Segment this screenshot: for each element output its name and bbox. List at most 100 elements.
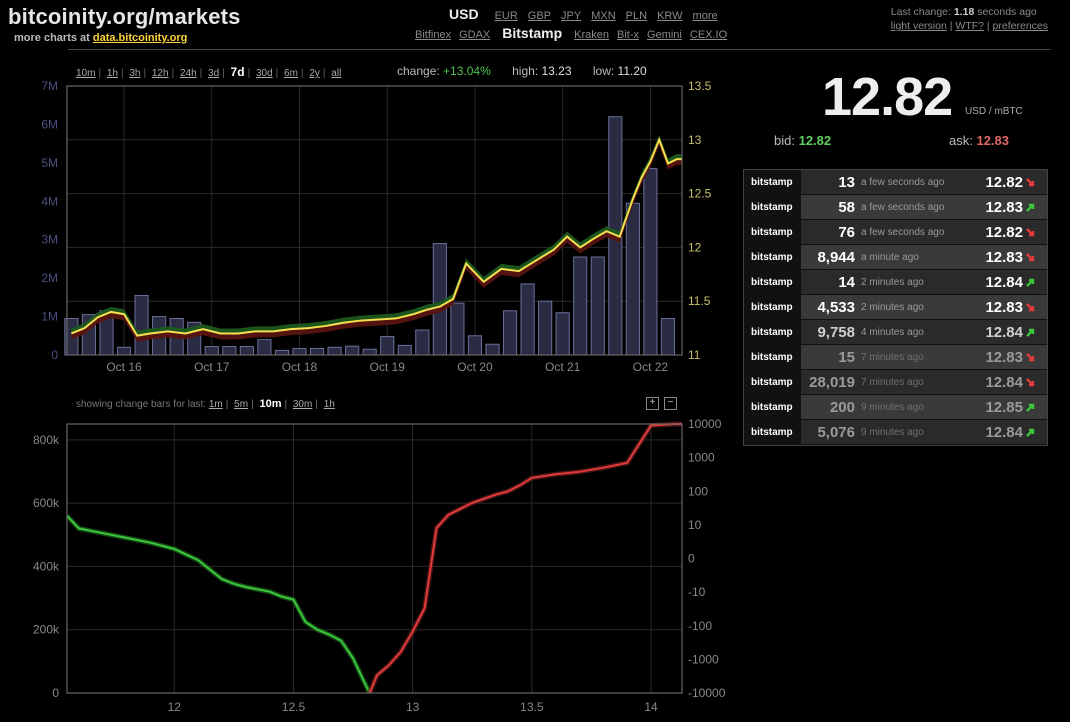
range-all[interactable]: all	[331, 68, 342, 79]
changebar-1m[interactable]: 1m	[208, 399, 223, 410]
range-30d[interactable]: 30d	[255, 68, 273, 79]
depth-left-tick-label: 200k	[33, 623, 60, 637]
currency-active-usd[interactable]: USD	[449, 6, 479, 22]
zoom-in-button[interactable]: +	[646, 397, 659, 410]
status-box: Last change: 1.18 seconds ago light vers…	[891, 6, 1048, 32]
depth-x-tick-label: 14	[644, 700, 658, 714]
change-bars-selector: showing change bars for last: 1m | 5m | 10…	[76, 398, 335, 410]
exchange-gdax[interactable]: GDAX	[459, 29, 491, 41]
trade-amount: 13	[838, 173, 855, 191]
currency-pln[interactable]: PLN	[625, 10, 648, 22]
arrow-down-icon	[1025, 302, 1034, 311]
currency-more[interactable]: more	[692, 10, 718, 22]
changebar-10m-active[interactable]: 10m	[259, 398, 282, 410]
trade-price: 12.82	[985, 223, 1023, 241]
volume-axis-tick-label: 0	[51, 348, 58, 362]
exchange-active-bitstamp[interactable]: Bitstamp	[502, 25, 563, 41]
trade-amount: 76	[838, 223, 855, 241]
volume-axis-tick-label: 1M	[41, 310, 58, 324]
spread-fills	[71, 134, 682, 342]
price-unit: USD / mBTC	[965, 106, 1023, 117]
asks-depth-curve	[368, 423, 682, 694]
trade-price: 12.84	[985, 373, 1023, 391]
trade-direction-icon	[1023, 220, 1037, 244]
trade-exchange: bitstamp	[744, 245, 801, 269]
trade-exchange: bitstamp	[744, 345, 801, 369]
last-change-prefix: Last change:	[890, 6, 951, 18]
bids-depth-curve	[66, 515, 371, 694]
trade-time: 9 minutes ago	[861, 401, 924, 413]
bids-depth-shadow	[65, 514, 372, 695]
trade-row: bitstamp 15 7 minutes ago 12.83	[744, 345, 1047, 370]
depth-right-tick-label: 100	[688, 484, 708, 498]
volume-bar	[362, 348, 377, 356]
trade-price: 12.83	[985, 348, 1023, 366]
arrow-up-icon	[1025, 428, 1034, 437]
light-version-link[interactable]: light version	[890, 20, 947, 32]
range-2y[interactable]: 2y	[309, 68, 320, 79]
depth-left-tick-label: 0	[52, 686, 59, 700]
change-value: +13.04%	[443, 64, 491, 78]
range-10m[interactable]: 10m	[76, 68, 96, 79]
current-price: 12.82	[822, 67, 953, 127]
last-change-value: 1.18	[953, 6, 975, 18]
volume-bar	[222, 346, 237, 356]
volume-bar	[327, 346, 342, 356]
trade-row: bitstamp 5,076 9 minutes ago 12.84	[744, 420, 1047, 445]
changebar-1h[interactable]: 1h	[323, 399, 335, 410]
more-charts-prefix: more charts at	[14, 32, 90, 44]
arrow-up-icon	[1025, 278, 1034, 287]
trade-exchange: bitstamp	[744, 295, 801, 319]
currency-krw[interactable]: KRW	[657, 10, 683, 22]
depth-x-tick-label: 12.5	[282, 700, 306, 714]
trade-time: a few seconds ago	[861, 226, 945, 238]
exchange-gemini[interactable]: Gemini	[647, 29, 682, 41]
price-volume-chart[interactable]: 11 11.5 12 12.5 13 13.5 0 1M 2M 3M 4M 5M 6M 7M Oct 16 O…	[0, 78, 740, 378]
trade-amount: 5,076	[817, 423, 855, 441]
exchange-kraken[interactable]: Kraken	[574, 29, 610, 41]
range-1h[interactable]: 1h	[106, 68, 118, 79]
trade-time: 2 minutes ago	[861, 301, 924, 313]
trade-amount: 8,944	[817, 248, 855, 266]
currency-gbp[interactable]: GBP	[527, 10, 552, 22]
depth-left-tick-label: 600k	[33, 496, 60, 510]
depth-right-tick-label: -10000	[688, 686, 726, 700]
site-title[interactable]: bitcoinity.org/markets	[8, 4, 241, 29]
trade-exchange: bitstamp	[744, 220, 801, 244]
volume-bar	[415, 329, 430, 356]
date-axis-tick-label: Oct 20	[457, 360, 493, 374]
trade-exchange: bitstamp	[744, 420, 801, 444]
exchange-bit-x[interactable]: Bit-x	[617, 29, 640, 41]
wtf-link[interactable]: WTF?	[955, 20, 984, 32]
preferences-link[interactable]: preferences	[992, 20, 1048, 32]
range-12h[interactable]: 12h	[151, 68, 169, 79]
currency-mxn[interactable]: MXN	[591, 10, 616, 22]
zoom-out-button[interactable]: −	[664, 397, 677, 410]
changebar-5m[interactable]: 5m	[234, 399, 249, 410]
changebar-30m[interactable]: 30m	[292, 399, 313, 410]
trade-time: a few seconds ago	[861, 201, 945, 213]
volume-bar	[467, 335, 483, 356]
data-bitcoinity-link[interactable]: data.bitcoinity.org	[92, 32, 188, 44]
trade-time: 4 minutes ago	[861, 326, 924, 338]
trade-price: 12.82	[985, 173, 1023, 191]
range-3d[interactable]: 3d	[208, 68, 220, 79]
range-6m[interactable]: 6m	[284, 68, 298, 79]
exchange-bitfinex[interactable]: Bitfinex	[415, 29, 452, 41]
order-book-depth-chart[interactable]: 12 12.5 13 13.5 140200k400k600k800k-10000-10…	[0, 416, 740, 722]
volume-bar	[380, 336, 395, 356]
depth-left-tick-label: 400k	[33, 559, 60, 573]
trade-amount: 28,019	[809, 373, 855, 391]
range-7d-active[interactable]: 7d	[230, 65, 245, 79]
depth-right-tick-label: 0	[688, 552, 695, 566]
exchange-cex-io[interactable]: CEX.IO	[689, 29, 728, 41]
range-3h[interactable]: 3h	[129, 68, 141, 79]
volume-bar	[520, 283, 535, 356]
range-24h[interactable]: 24h	[179, 68, 197, 79]
volume-bar	[134, 294, 149, 356]
volume-bar	[590, 256, 605, 356]
currency-eur[interactable]: EUR	[494, 10, 518, 22]
currency-jpy[interactable]: JPY	[561, 10, 582, 22]
recent-trades-list: bitstamp 13 a few seconds ago 12.82 bits…	[743, 169, 1048, 446]
ask-value: 12.83	[976, 133, 1010, 148]
